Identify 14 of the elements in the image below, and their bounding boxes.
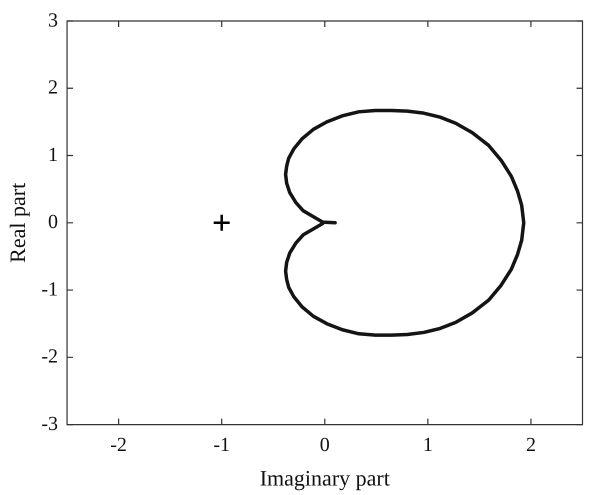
x-tick-label: -1 <box>213 434 230 456</box>
x-tick-label: 2 <box>526 434 536 456</box>
x-tick-label: -2 <box>110 434 127 456</box>
x-tick-label: 0 <box>320 434 330 456</box>
y-tick-label: -1 <box>41 278 58 300</box>
x-tick-label: 1 <box>422 434 433 456</box>
y-axis-title: Real part <box>4 182 30 263</box>
x-axis-title: Imaginary part <box>260 466 390 491</box>
y-tick-label: 3 <box>48 9 58 32</box>
y-tick-label: 2 <box>48 76 58 99</box>
y-tick-label: -3 <box>41 412 58 435</box>
y-tick-label: 1 <box>48 144 58 166</box>
y-tick-label: 0 <box>48 211 58 234</box>
y-tick-label: -2 <box>41 346 58 368</box>
